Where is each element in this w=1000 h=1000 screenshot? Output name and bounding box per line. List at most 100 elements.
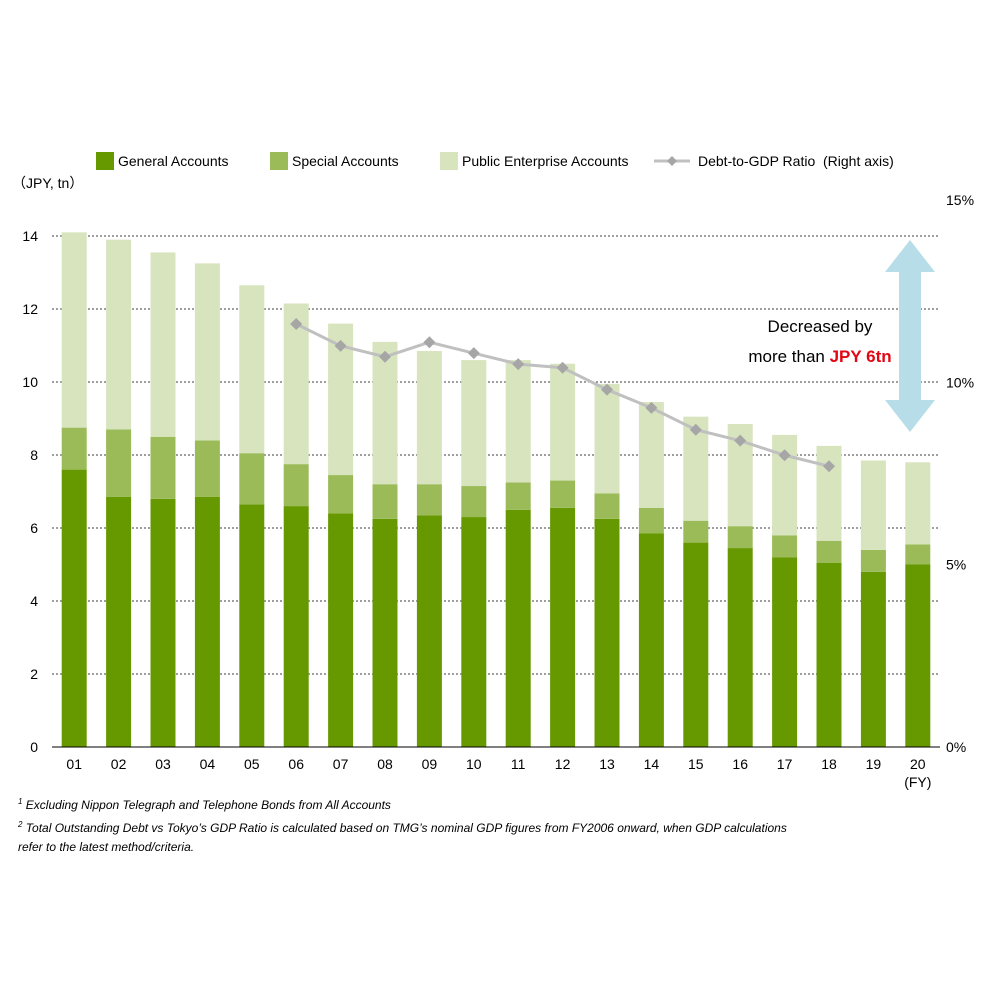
- ratio-point: [379, 350, 391, 363]
- ratio-point: [645, 401, 658, 414]
- x-tick-label: 08: [377, 756, 393, 772]
- bar-public: [106, 239, 132, 430]
- bar-special: [239, 453, 265, 505]
- x-tick-label: 09: [422, 756, 438, 772]
- legend-swatch-public: [440, 152, 458, 170]
- bar-special: [416, 484, 442, 516]
- footnote-2: 2 Total Outstanding Debt vs Tokyo’s GDP …: [18, 815, 818, 838]
- annotation-line-1: Decreased by: [767, 317, 873, 336]
- x-tick-label: 11: [511, 756, 526, 772]
- x-tick-label: 14: [644, 756, 660, 772]
- bar-special: [194, 440, 220, 497]
- ratio-point: [734, 434, 747, 447]
- y-tick-label: 6: [30, 520, 38, 536]
- bar-public: [905, 462, 931, 545]
- footnote-2-continued: refer to the latest method/criteria.: [18, 840, 195, 854]
- bar-general: [594, 518, 620, 747]
- ratio-point: [689, 423, 702, 436]
- x-tick-label: 03: [155, 756, 171, 772]
- y-tick-label: 14: [22, 228, 38, 244]
- bar-general: [816, 562, 842, 747]
- bar-special: [905, 544, 931, 565]
- bar-public: [816, 445, 842, 541]
- y2-tick-label: 5%: [946, 557, 966, 573]
- legend-item-public: Public Enterprise Accounts: [440, 152, 629, 170]
- y-tick-label: 0: [30, 739, 38, 755]
- x-tick-label: 20: [910, 756, 926, 772]
- bar-general: [550, 507, 576, 747]
- decrease-annotation: Decreased by more than JPY 6tn: [740, 312, 900, 372]
- bar-general: [283, 506, 309, 747]
- x-tick-label: 04: [200, 756, 216, 772]
- annotation-highlight: JPY 6tn: [829, 347, 892, 366]
- bar-special: [594, 493, 620, 519]
- x-tick-label: 13: [599, 756, 615, 772]
- bar-public: [505, 360, 531, 483]
- x-tick-label: 01: [66, 756, 82, 772]
- x-tick-label: 18: [821, 756, 837, 772]
- y-tick-label: 12: [22, 301, 38, 317]
- bar-public: [860, 460, 886, 550]
- bar-special: [372, 484, 398, 519]
- legend-item-ratio: Debt-to-GDP Ratio (Right axis): [652, 152, 894, 170]
- bar-general: [461, 517, 487, 747]
- bar-general: [772, 557, 798, 747]
- bar-public: [372, 341, 398, 485]
- ratio-point: [512, 358, 525, 371]
- footnote-2-mark: 2: [18, 820, 23, 829]
- bar-general: [106, 496, 132, 747]
- ratio-point: [556, 361, 569, 374]
- ratio-point: [334, 339, 347, 352]
- bar-special: [683, 520, 709, 543]
- y2-tick-label: 0%: [946, 739, 966, 755]
- footnotes: 1 Excluding Nippon Telegraph and Telepho…: [18, 792, 818, 857]
- x-tick-label: 02: [111, 756, 127, 772]
- legend-label-public: Public Enterprise Accounts: [462, 153, 629, 169]
- bar-special: [106, 429, 132, 497]
- bar-public: [550, 363, 576, 481]
- x-tick-label: 16: [732, 756, 748, 772]
- bar-general: [194, 496, 220, 747]
- bar-public: [594, 383, 620, 494]
- annotation-line-2: more than JPY 6tn: [740, 342, 900, 372]
- bar-special: [328, 475, 354, 514]
- bar-special: [283, 464, 309, 507]
- y-tick-label: 4: [30, 593, 38, 609]
- legend-swatch-general: [96, 152, 114, 170]
- x-tick-label: 06: [288, 756, 304, 772]
- bar-general: [727, 548, 753, 747]
- double-arrow-icon: [885, 240, 935, 432]
- bar-public: [416, 350, 442, 485]
- ratio-point: [467, 347, 480, 360]
- chart-legend: General Accounts Special Accounts Public…: [96, 152, 976, 176]
- x-tick-label: 07: [333, 756, 349, 772]
- y2-tick-label: 15%: [946, 192, 974, 208]
- bar-general: [505, 509, 531, 747]
- x-tick-label: 12: [555, 756, 571, 772]
- bar-special: [461, 486, 487, 518]
- bar-public: [194, 263, 220, 441]
- bar-special: [61, 427, 87, 470]
- bar-general: [683, 542, 709, 747]
- y-tick-label: 10: [22, 374, 38, 390]
- bar-special: [638, 507, 664, 534]
- bar-special: [816, 540, 842, 563]
- legend-label-ratio: Debt-to-GDP Ratio (Right axis): [698, 153, 894, 169]
- legend-swatch-special: [270, 152, 288, 170]
- bar-general: [328, 513, 354, 747]
- y-tick-label: 8: [30, 447, 38, 463]
- bar-public: [638, 402, 664, 508]
- bar-general: [372, 518, 398, 747]
- bar-public: [461, 360, 487, 487]
- bar-special: [550, 480, 576, 508]
- y2-tick-label: 10%: [946, 374, 974, 390]
- legend-item-general: General Accounts: [96, 152, 229, 170]
- bar-special: [860, 549, 886, 572]
- legend-label-general: General Accounts: [118, 153, 229, 169]
- bar-general: [416, 515, 442, 747]
- ratio-point: [423, 336, 436, 349]
- legend-line-ratio-icon: [654, 156, 690, 166]
- bar-public: [61, 232, 87, 428]
- bar-special: [150, 436, 176, 499]
